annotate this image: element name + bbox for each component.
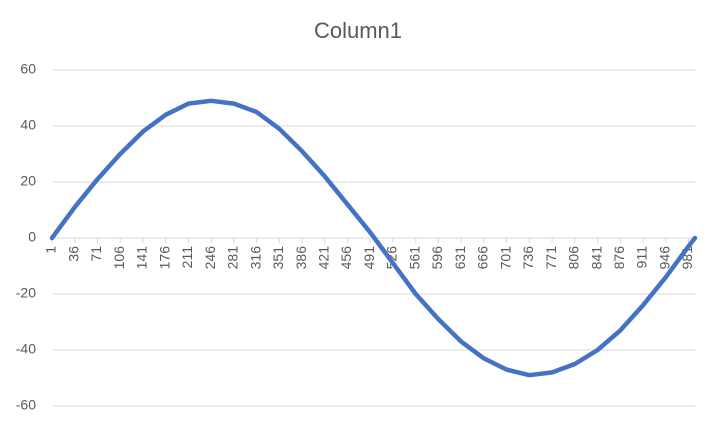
x-tick-label: 36	[65, 246, 81, 262]
x-tick-label: 351	[270, 246, 286, 270]
x-tick-label: 736	[520, 246, 536, 270]
x-tick-label: 71	[88, 246, 104, 262]
chart-title: Column1	[314, 18, 402, 43]
x-tick-label: 876	[611, 246, 627, 270]
x-tick-label: 771	[543, 246, 559, 270]
x-tick-label: 141	[134, 246, 150, 270]
x-tick-label: 1	[43, 246, 59, 254]
x-tick-label: 631	[452, 246, 468, 270]
x-tick-label: 596	[429, 246, 445, 270]
x-tick-label: 106	[111, 246, 127, 270]
y-tick-label: -20	[16, 285, 36, 301]
data-line	[49, 98, 698, 378]
x-tick-label: 421	[315, 246, 331, 270]
y-tick-label: 0	[28, 229, 36, 245]
x-tick-label: 246	[202, 246, 218, 270]
x-tick-label: 701	[497, 246, 513, 270]
x-tick-label: 491	[361, 246, 377, 270]
x-tick-label: 946	[656, 246, 672, 270]
x-tick-label: 561	[406, 246, 422, 270]
x-tick-label: 386	[293, 246, 309, 270]
x-tick-label: 281	[225, 246, 241, 270]
y-tick-label: 60	[20, 61, 36, 77]
x-tick-label: 841	[588, 246, 604, 270]
y-tick-label: -40	[16, 341, 36, 357]
x-tick-label: 316	[247, 246, 263, 270]
y-tick-label: 40	[20, 117, 36, 133]
x-tick-label: 211	[179, 246, 195, 269]
x-tick-label: 176	[156, 246, 172, 270]
x-tick-label: 806	[566, 246, 582, 270]
y-tick-label: 20	[20, 173, 36, 189]
x-tick-label: 666	[475, 246, 491, 270]
x-tick-label: 456	[338, 246, 354, 270]
x-tick-label: 911	[634, 246, 650, 269]
y-tick-label: -60	[16, 397, 36, 413]
